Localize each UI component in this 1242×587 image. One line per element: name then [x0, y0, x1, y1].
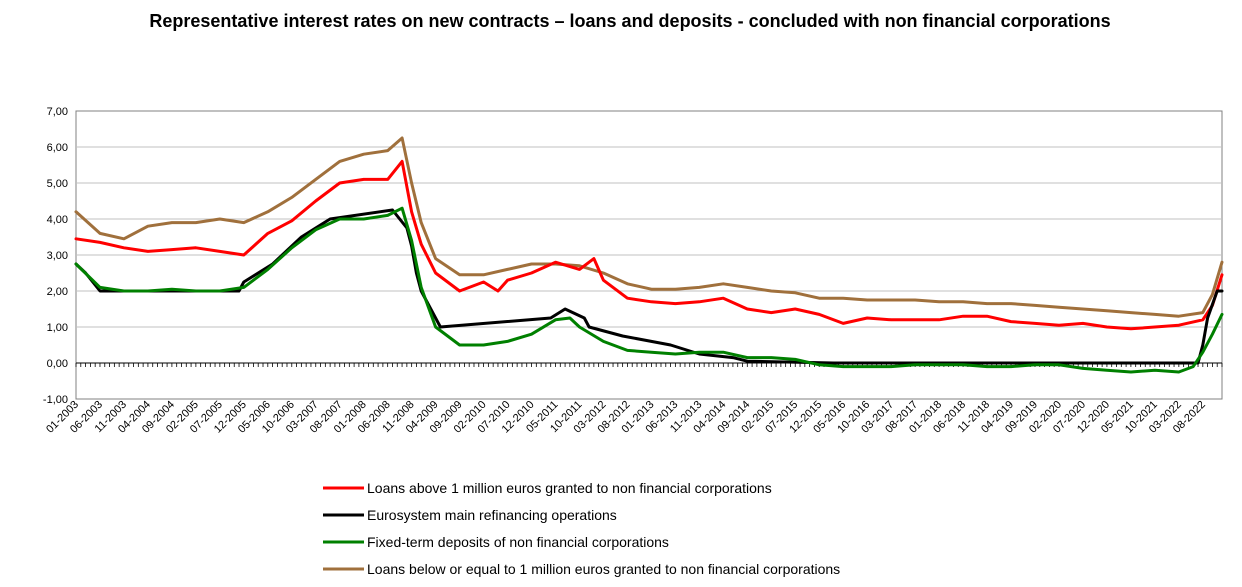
series-line-1 — [74, 159, 1224, 331]
y-tick-label: 5,00 — [47, 178, 68, 190]
legend-label: Loans above 1 million euros granted to n… — [367, 480, 772, 496]
x-tick-labels: 01-200306-200311-200304-200409-200402-20… — [44, 399, 1208, 436]
legend: Loans above 1 million euros granted to n… — [323, 480, 840, 577]
series-lines — [74, 136, 1224, 374]
series-line-2 — [74, 208, 1224, 365]
legend-label: Fixed-term deposits of non financial cor… — [367, 534, 669, 550]
y-tick-label: 3,00 — [47, 250, 68, 262]
chart-title: Representative interest rates on new con… — [149, 11, 1111, 31]
y-axis: -1,00 0,00 1,00 2,00 3,00 4,00 5,00 6,00 7,00 — [43, 106, 68, 406]
series-line-4 — [74, 136, 1224, 318]
y-tick-label: 6,00 — [47, 142, 68, 154]
series-line-3 — [74, 206, 1224, 374]
y-tick-label: 7,00 — [47, 106, 68, 118]
y-tick-label: 2,00 — [47, 286, 68, 298]
legend-label: Eurosystem main refinancing operations — [367, 507, 617, 523]
y-tick-label: 0,00 — [47, 358, 68, 370]
legend-label: Loans below or equal to 1 million euros … — [367, 561, 840, 577]
y-tick-label: 4,00 — [47, 214, 68, 226]
y-tick-label: -1,00 — [43, 394, 68, 406]
y-tick-label: 1,00 — [47, 322, 68, 334]
